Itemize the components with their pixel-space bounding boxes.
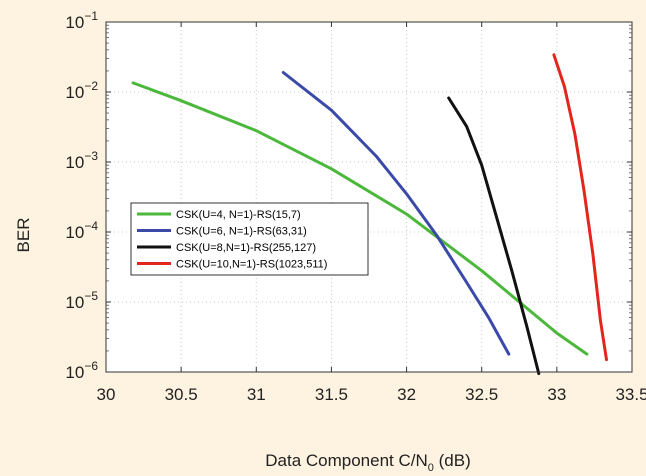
y-tick-exponent: −3 — [84, 149, 98, 163]
y-tick-labels: 10−110−210−310−410−510−6 — [65, 9, 98, 382]
series-line-4 — [552, 53, 608, 362]
y-tick-exponent: −5 — [84, 289, 98, 303]
x-tick-label: 33 — [547, 385, 566, 404]
series-layer — [131, 53, 608, 376]
series-line-1 — [131, 81, 589, 356]
y-tick-exponent: −1 — [84, 9, 98, 23]
legend-label: CSK(U=6, N=1)-RS(63,31) — [176, 226, 307, 238]
x-tick-labels: 30 30.5 31 31.5 32 32.5 33 33.5 — [97, 385, 646, 404]
y-tick-base: 10 — [65, 293, 84, 312]
series-line-2 — [281, 71, 511, 356]
x-tick-label: 30.5 — [165, 385, 198, 404]
y-tick-base: 10 — [65, 223, 84, 242]
x-axis-label-subscript: 0 — [428, 462, 434, 474]
y-tick-exponent: −6 — [84, 359, 98, 373]
y-tick-label: 10−4 — [65, 219, 98, 242]
x-axis-label-main: Data Component C/N — [265, 451, 428, 470]
y-axis-label: BER — [14, 218, 33, 253]
x-tick-label: 32.5 — [465, 385, 498, 404]
y-tick-base: 10 — [65, 153, 84, 172]
legend-label: CSK(U=4, N=1)-RS(15,7) — [176, 209, 301, 221]
y-tick-label: 10−1 — [65, 9, 98, 32]
y-tick-base: 10 — [65, 83, 84, 102]
legend-label: CSK(U=10,N=1)-RS(1023,511) — [176, 259, 327, 271]
y-tick-label: 10−3 — [65, 149, 98, 172]
y-tick-exponent: −2 — [84, 79, 98, 93]
legend: CSK(U=4, N=1)-RS(15,7) CSK(U=6, N=1)-RS(6… — [130, 202, 369, 276]
series-line-3 — [447, 96, 541, 376]
x-tick-label: 32 — [397, 385, 416, 404]
y-tick-label: 10−2 — [65, 79, 98, 102]
y-tick-base: 10 — [65, 13, 84, 32]
y-tick-label: 10−6 — [65, 359, 98, 382]
x-tick-label: 31 — [247, 385, 266, 404]
y-tick-base: 10 — [65, 363, 84, 382]
x-tick-label: 33.5 — [615, 385, 646, 404]
x-tick-label: 31.5 — [315, 385, 348, 404]
y-tick-label: 10−5 — [65, 289, 98, 312]
y-tick-exponent: −4 — [84, 219, 98, 233]
plot-frame — [105, 21, 633, 373]
axis-ticks — [105, 21, 633, 373]
x-axis-label: Data Component C/N0 (dB) — [265, 451, 471, 474]
plot-area — [106, 22, 632, 372]
legend-label: CSK(U=8,N=1)-RS(255,127) — [176, 242, 316, 254]
x-tick-label: 30 — [97, 385, 116, 404]
x-axis-label-unit: (dB) — [434, 451, 471, 470]
